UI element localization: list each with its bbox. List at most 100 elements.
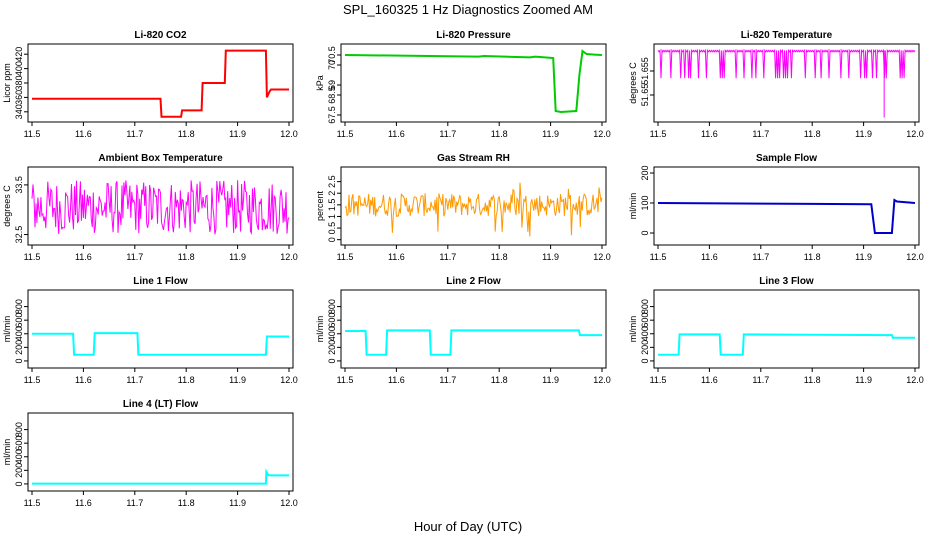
chart-panel-sample-flow: Sample Flow 11.5 11.6 11.7 11.8 11.9 12.0 0 100 2… (628, 153, 924, 262)
y-tick-label: 200 (14, 463, 24, 478)
x-tick-label: 12.0 (593, 129, 611, 139)
x-tick-label: 12.0 (906, 129, 924, 139)
chart-panel-co2: Li-820 CO2 11.5 11.6 11.7 11.8 11.9 12.0 340360… (2, 30, 298, 139)
plot-frame (653, 43, 920, 123)
y-tick-label: 400 (14, 449, 24, 464)
figure-xlabel: Hour of Day (UTC) (414, 519, 522, 534)
x-tick-label: 11.6 (701, 129, 718, 139)
y-tick-label: 51.655 (640, 57, 650, 85)
chart-panel-line3: Line 3 Flow 11.5 11.6 11.7 11.8 11.9 12.0 0 2004… (628, 276, 924, 385)
y-tick-label: 200 (327, 340, 337, 355)
chart-panel-pressure: Li-820 Pressure 11.5 11.6 11.7 11.8 11.9 12.0 6… (315, 30, 611, 139)
y-axis-label: degrees C (2, 185, 12, 227)
series-noise-gas-rh (344, 182, 603, 237)
chart-title: Ambient Box Temperature (98, 153, 223, 164)
y-tick-label: 400 (327, 326, 337, 341)
chart-title: Line 3 Flow (759, 276, 814, 287)
y-tick-label: 0 (327, 358, 337, 363)
x-tick-label: 11.9 (542, 129, 559, 139)
x-tick-label: 11.6 (388, 129, 405, 139)
chart-panel-licor-temp: Li-820 Temperature 11.5 11.6 11.7 11.8 11.9 12… (628, 30, 924, 139)
series-line-sample-flow (657, 198, 916, 234)
y-tick-label: 0 (14, 358, 24, 363)
x-tick-label: 11.7 (126, 252, 143, 262)
series-noise-licor-temp (657, 48, 916, 79)
y-axis-label: ml/min (315, 316, 325, 343)
y-tick-label: 800 (640, 299, 650, 314)
y-tick-label: 600 (14, 313, 24, 328)
y-tick-label: 69 (327, 80, 337, 90)
plot-frame (653, 166, 920, 246)
y-tick-label: 200 (14, 340, 24, 355)
x-tick-label: 11.6 (75, 252, 92, 262)
chart-panel-line4: Line 4 (LT) Flow 11.5 11.6 11.7 11.8 11.9 12.0… (2, 399, 298, 508)
x-tick-label: 11.6 (75, 129, 92, 139)
x-tick-label: 11.7 (439, 375, 456, 385)
y-tick-label: 70 (327, 60, 337, 70)
x-tick-label: 11.5 (650, 252, 667, 262)
y-tick-label: 200 (640, 165, 650, 180)
x-tick-label: 11.5 (24, 252, 41, 262)
series-line-co2 (32, 49, 289, 118)
y-tick-label: 0 (640, 230, 650, 235)
y-tick-label: 420 (14, 47, 24, 62)
chart-title: Line 4 (LT) Flow (123, 399, 199, 410)
y-tick-label: 800 (14, 422, 24, 437)
chart-title: Line 1 Flow (133, 276, 188, 287)
chart-title: Gas Stream RH (437, 153, 510, 164)
plot-frame (653, 289, 920, 369)
x-tick-label: 11.7 (126, 375, 143, 385)
x-tick-label: 11.6 (701, 375, 718, 385)
x-tick-label: 11.6 (75, 498, 92, 508)
x-tick-label: 11.9 (229, 375, 246, 385)
y-tick-label: 380 (14, 75, 24, 90)
x-tick-label: 11.9 (855, 252, 872, 262)
y-tick-label: 360 (14, 90, 24, 105)
x-tick-label: 11.7 (752, 252, 769, 262)
x-tick-label: 11.9 (229, 498, 246, 508)
x-tick-label: 11.6 (388, 252, 405, 262)
x-tick-label: 11.7 (439, 129, 456, 139)
figure-title: SPL_160325 1 Hz Diagnostics Zoomed AM (343, 2, 593, 17)
y-axis-label: ml/min (628, 316, 638, 343)
y-tick-label: 68.5 (327, 86, 337, 104)
plot-frame (340, 166, 607, 246)
y-tick-label: 800 (14, 299, 24, 314)
y-tick-label: 0 (14, 481, 24, 486)
y-tick-label: 67.5 (327, 106, 337, 124)
series-line-pressure (344, 49, 603, 114)
x-tick-label: 11.9 (855, 129, 872, 139)
y-tick-label: 600 (327, 313, 337, 328)
y-axis-label: percent (315, 190, 325, 221)
y-tick-label: 33.5 (14, 176, 24, 194)
series-line-line3 (658, 333, 915, 356)
x-tick-label: 11.5 (337, 129, 354, 139)
plot-frame (27, 166, 294, 246)
y-tick-label: 400 (14, 326, 24, 341)
plot-frame (27, 412, 294, 492)
chart-title: Li-820 Temperature (741, 30, 833, 41)
y-axis-label: degrees C (628, 62, 638, 104)
y-tick-label: 340 (14, 104, 24, 119)
x-tick-label: 11.5 (24, 498, 41, 508)
series-line-line1 (32, 332, 289, 356)
y-tick-label: 0 (327, 237, 337, 242)
x-tick-label: 11.6 (701, 252, 718, 262)
x-tick-label: 12.0 (906, 252, 924, 262)
x-tick-label: 12.0 (593, 252, 611, 262)
y-tick-label: 400 (14, 61, 24, 76)
x-tick-label: 11.8 (178, 498, 195, 508)
x-tick-label: 11.7 (126, 129, 143, 139)
y-tick-label: 51.65 (640, 84, 650, 107)
chart-panel-line1: Line 1 Flow 11.5 11.6 11.7 11.8 11.9 12.0 0 2004… (2, 276, 298, 385)
x-tick-label: 11.8 (178, 129, 195, 139)
y-axis-label: kPa (315, 75, 325, 91)
series-line-line4 (32, 468, 289, 485)
x-tick-label: 11.9 (542, 252, 559, 262)
plot-frame (27, 289, 294, 369)
x-tick-label: 11.6 (388, 375, 405, 385)
x-tick-label: 11.6 (75, 375, 92, 385)
